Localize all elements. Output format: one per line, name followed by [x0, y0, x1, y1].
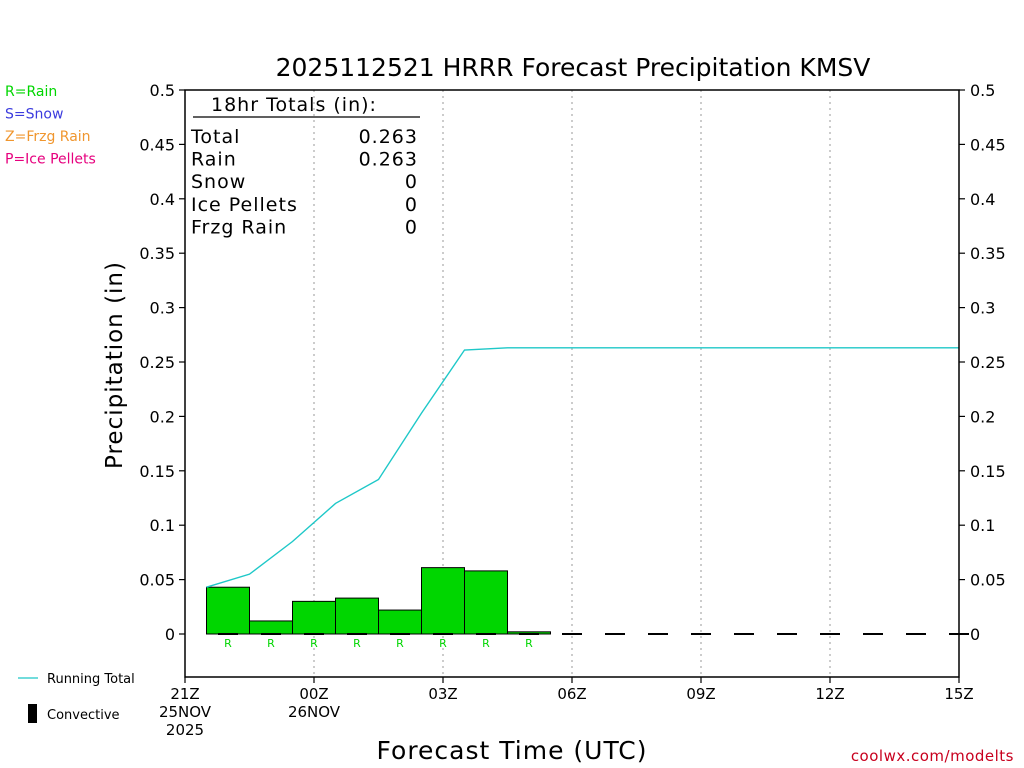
precip-bar — [292, 600, 336, 635]
chart-title: 2025112521 HRRR Forecast Precipitation K… — [276, 53, 871, 82]
running-total-line — [206, 347, 959, 588]
ptype-mark: R — [353, 637, 361, 650]
x-tick-label: 12Z — [815, 685, 844, 703]
x-tick-label: 09Z — [686, 685, 715, 703]
x-tick-label: 25NOV — [159, 703, 212, 721]
y-tick-label-right: 0.05 — [970, 571, 1006, 590]
ptype-legend: R=Rain S=Snow Z=Frzg Rain P=Ice Pellets — [5, 84, 96, 168]
ptype-legend-item: P=Ice Pellets — [5, 152, 96, 168]
vertical-grid — [313, 90, 831, 677]
y-tick-label-right: 0.45 — [970, 135, 1006, 154]
ptype-legend-item: Z=Frzg Rain — [5, 129, 91, 145]
precip-bar — [249, 620, 293, 635]
y-tick-label: 0.5 — [150, 81, 175, 100]
convective-legend-swatch — [28, 704, 37, 723]
y-tick-label: 0.35 — [139, 244, 175, 263]
convective-legend-label: Convective — [47, 708, 120, 723]
ptype-mark: R — [267, 637, 275, 650]
hourly-precip-bars — [206, 567, 551, 635]
precip-bar — [206, 586, 250, 635]
totals-header: 18hr Totals (in): — [211, 94, 377, 116]
ptype-mark: R — [224, 637, 232, 650]
ptype-mark: R — [439, 637, 447, 650]
bottom-legend: Running Total Convective — [18, 672, 135, 723]
totals-row-value: 0.263 — [359, 126, 418, 148]
y-tick-label: 0.2 — [150, 407, 175, 426]
y-tick-label-right: 0.2 — [970, 407, 995, 426]
y-tick-label: 0.3 — [150, 299, 175, 318]
totals-row-value: 0 — [405, 216, 418, 238]
x-tick-label: 03Z — [428, 685, 457, 703]
x-axis-label: Forecast Time (UTC) — [377, 736, 648, 765]
y-axis-right: 0 0.05 0.1 0.15 0.2 0.25 0.3 0.35 0.4 0.45 0.5 — [959, 81, 1006, 644]
y-tick-label-right: 0.15 — [970, 462, 1006, 481]
y-tick-label: 0.1 — [150, 516, 175, 535]
y-axis-left: 0 0.05 0.1 0.15 0.2 0.25 0.3 0.35 0.4 0.45 0.5 — [139, 81, 185, 644]
x-tick-label: 15Z — [944, 685, 973, 703]
ptype-legend-item: R=Rain — [5, 84, 57, 100]
y-tick-label-right: 0.4 — [970, 190, 995, 209]
totals-row-label: Ice Pellets — [191, 194, 298, 216]
precip-bar — [335, 597, 379, 635]
totals-row-label: Snow — [191, 171, 246, 193]
y-tick-label-right: 0.3 — [970, 299, 995, 318]
totals-row-value: 0 — [405, 194, 418, 216]
ptype-legend-item: S=Snow — [5, 107, 63, 123]
precip-bar — [464, 570, 508, 635]
y-tick-label: 0.4 — [150, 190, 175, 209]
totals-row-label: Total — [190, 126, 240, 148]
ptype-mark: R — [310, 637, 318, 650]
totals-rows: Total 0.263 Rain 0.263 Snow 0 Ice Pellets 0 Frzg… — [190, 126, 418, 238]
totals-row-label: Rain — [191, 149, 237, 171]
totals-row-value: 0.263 — [359, 149, 418, 171]
totals-row-value: 0 — [405, 171, 418, 193]
running-total-series — [206, 347, 959, 588]
totals-box: 18hr Totals (in): Total 0.263 Rain 0.263 Sno… — [190, 94, 420, 238]
x-tick-label: 2025 — [166, 721, 204, 739]
y-tick-label: 0 — [165, 625, 175, 644]
y-axis-label: Precipitation (in) — [102, 261, 128, 469]
ptype-mark: R — [525, 637, 533, 650]
y-tick-label: 0.25 — [139, 353, 175, 372]
y-tick-label: 0.45 — [139, 135, 175, 154]
ptype-mark: R — [396, 637, 404, 650]
running-total-legend-label: Running Total — [47, 672, 135, 687]
credit-text: coolwx.com/modelts — [851, 747, 1014, 765]
x-tick-label: 00Z — [299, 685, 328, 703]
y-tick-label-right: 0 — [970, 625, 980, 644]
y-tick-label-right: 0.5 — [970, 81, 995, 100]
y-tick-label: 0.05 — [139, 571, 175, 590]
precip-bar — [378, 609, 422, 635]
y-tick-label-right: 0.35 — [970, 244, 1006, 263]
y-tick-label-right: 0.1 — [970, 516, 995, 535]
precip-bar — [421, 567, 465, 635]
y-tick-label: 0.15 — [139, 462, 175, 481]
x-tick-label: 06Z — [557, 685, 586, 703]
totals-row-label: Frzg Rain — [191, 216, 287, 238]
x-tick-label: 26NOV — [288, 703, 341, 721]
y-tick-label-right: 0.25 — [970, 353, 1006, 372]
ptype-mark: R — [482, 637, 490, 650]
x-tick-label: 21Z — [170, 685, 199, 703]
